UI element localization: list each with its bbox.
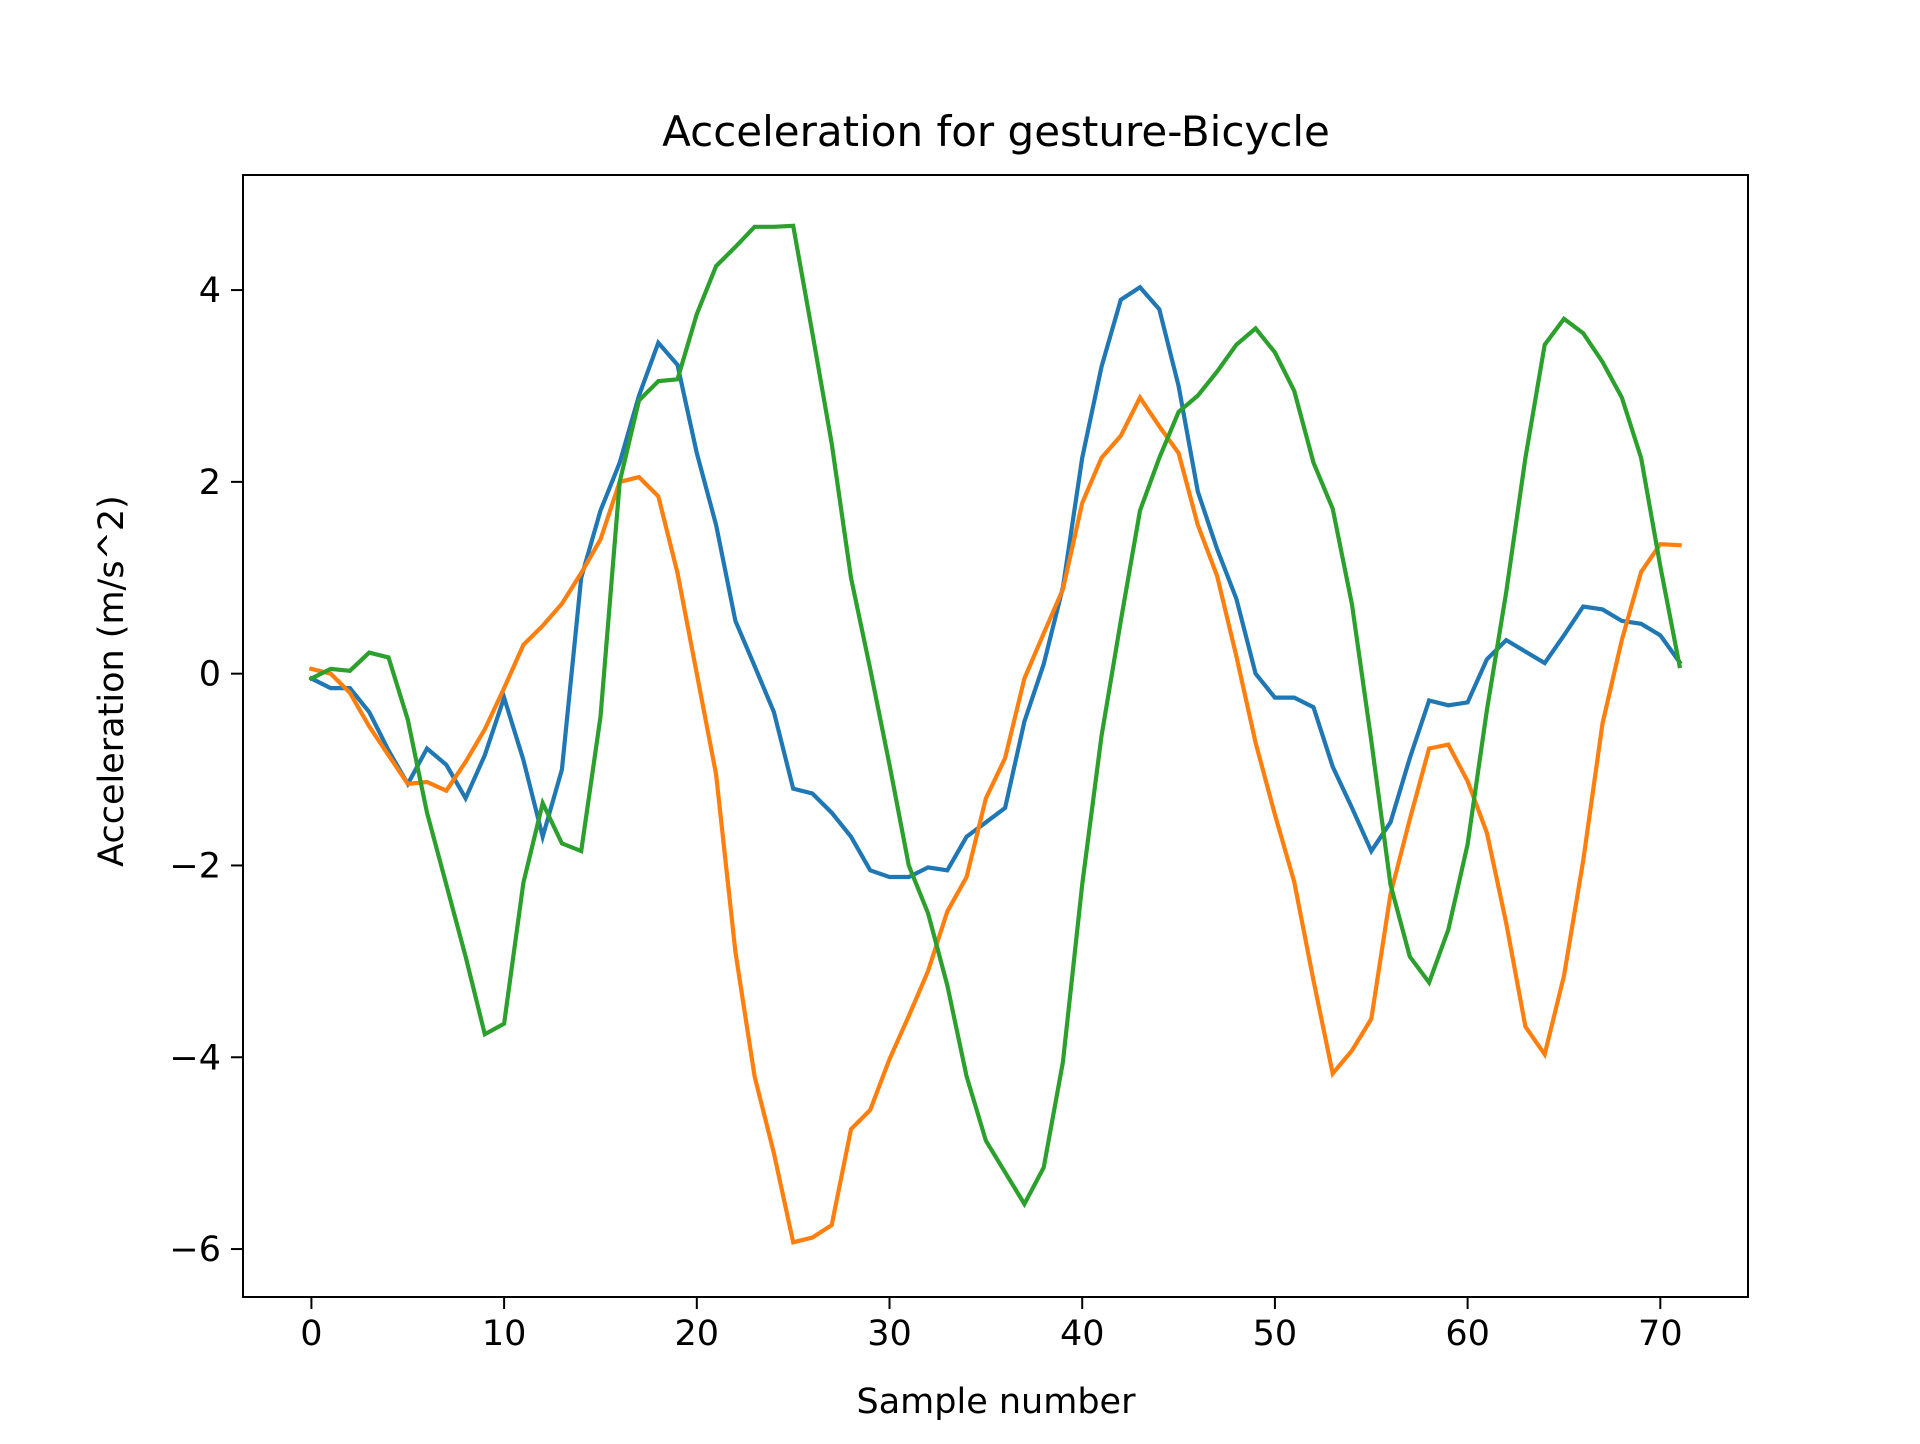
y-tick-label: 4: [199, 271, 221, 311]
x-axis-label: Sample number: [857, 1382, 1137, 1422]
x-axis-ticks: 0 10 20 30 40 50 60 70: [300, 1297, 1683, 1354]
x-tick-label: 0: [300, 1314, 322, 1354]
y-tick-label: −2: [169, 846, 221, 886]
x-tick-label: 20: [675, 1314, 720, 1354]
series-line-2: [308, 393, 1682, 1245]
y-tick-label: 2: [199, 463, 221, 503]
plot-area-frame: [242, 174, 1749, 1298]
x-tick-label: 70: [1638, 1314, 1683, 1354]
y-tick-label: 0: [199, 655, 221, 695]
x-tick-label: 30: [867, 1314, 912, 1354]
y-tick-label: −4: [169, 1038, 221, 1078]
x-tick-label: 40: [1060, 1314, 1105, 1354]
x-tick-label: 60: [1445, 1314, 1490, 1354]
x-tick-label: 10: [482, 1314, 527, 1354]
series-line-3: [308, 223, 1683, 1209]
y-axis-ticks: −6 −4 −2 0 2 4: [169, 271, 243, 1270]
x-tick-label: 50: [1253, 1314, 1298, 1354]
y-axis-label: Acceleration (m/s^2): [92, 495, 132, 867]
series-layer: [308, 223, 1683, 1245]
y-tick-label: −6: [169, 1230, 221, 1270]
chart-title: Acceleration for gesture-Bicycle: [662, 107, 1330, 156]
